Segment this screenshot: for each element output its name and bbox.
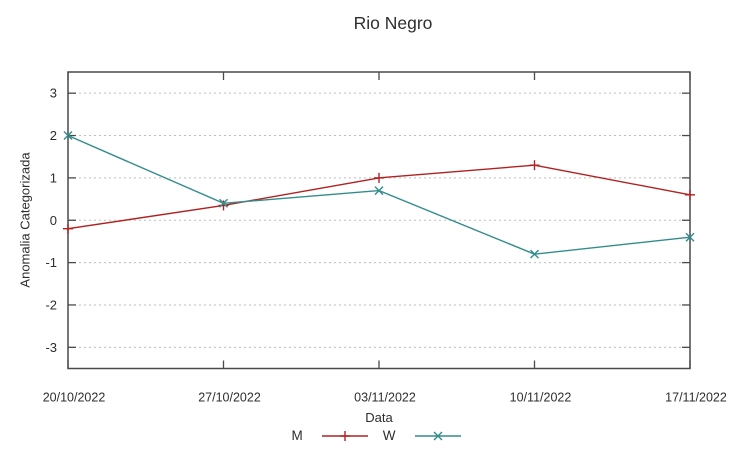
y-tick-label: -2 <box>45 297 57 312</box>
marker-cross-icon <box>374 186 384 196</box>
marker-cross-icon <box>219 198 228 208</box>
marker-cross-icon <box>63 131 73 141</box>
x-tick-label: 03/11/2022 <box>354 391 416 405</box>
x-tick-label: 20/10/2022 <box>43 391 106 405</box>
marker-cross-icon <box>530 249 539 259</box>
series-line-w <box>67 134 691 255</box>
legend-line-sample-w <box>414 431 461 440</box>
y-tick-label: -1 <box>45 255 57 270</box>
plot-border <box>67 71 691 370</box>
legend: M W <box>0 428 753 443</box>
legend-label-series-w: W <box>382 428 396 443</box>
y-tick-label: 2 <box>50 128 57 143</box>
y-tick-label: 3 <box>50 86 57 101</box>
legend-marker-cross-icon <box>433 431 442 440</box>
y-tick-label: -3 <box>45 340 57 355</box>
legend-line-sample-m <box>321 430 368 441</box>
x-axis-label: Data <box>365 410 393 425</box>
y-tick-label: 1 <box>50 170 57 185</box>
marker-cross-icon <box>685 232 695 242</box>
x-tick-label: 10/11/2022 <box>510 391 572 405</box>
y-tick-label: 0 <box>50 213 57 228</box>
legend-label-series-m: M <box>291 428 303 443</box>
x-tick-label: 27/10/2022 <box>198 391 261 405</box>
chart-title: Rio Negro <box>353 13 433 33</box>
x-tick-label: 17/11/2022 <box>665 391 727 405</box>
